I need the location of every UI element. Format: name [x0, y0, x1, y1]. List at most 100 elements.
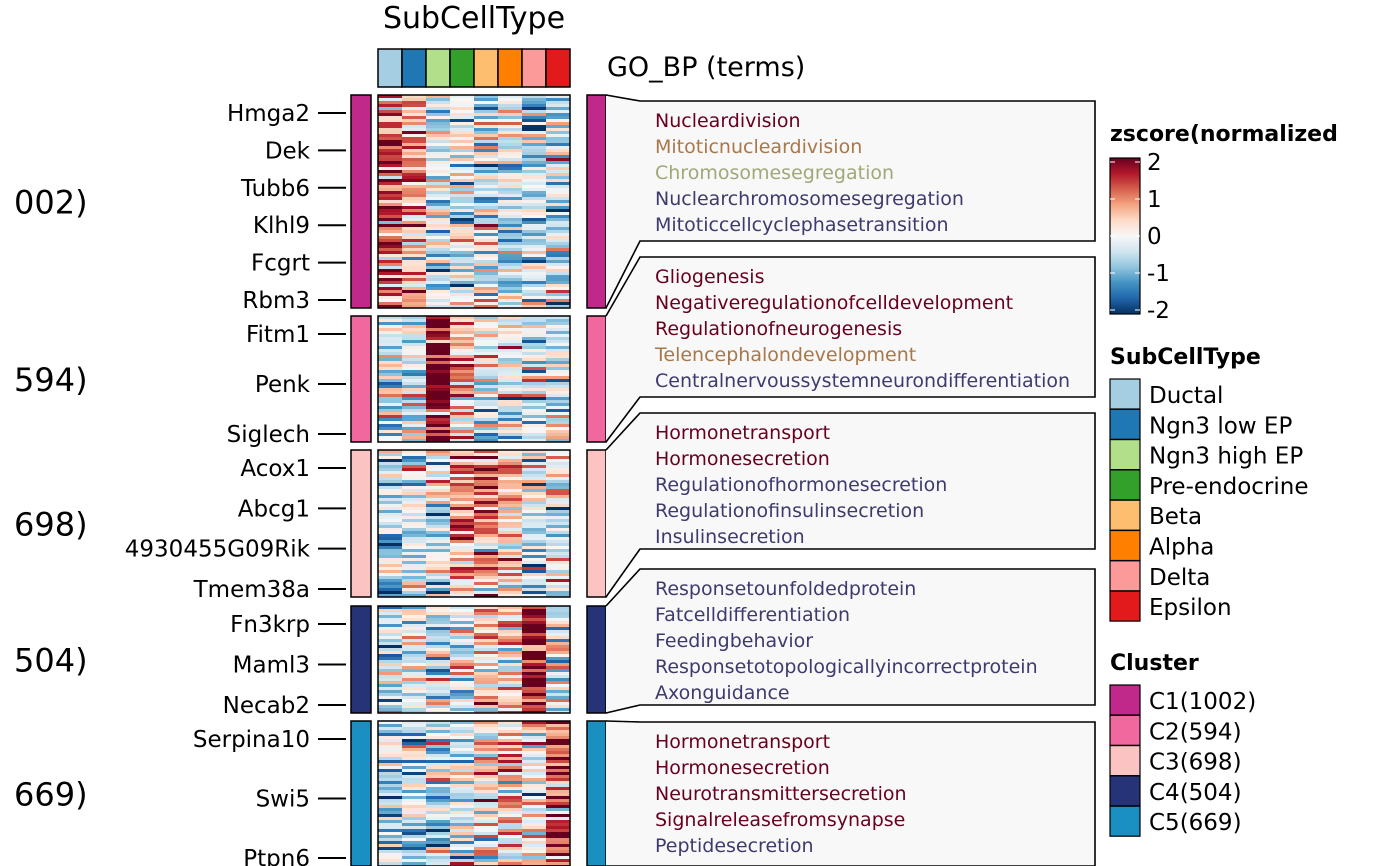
heatmap-cell	[378, 167, 403, 171]
heatmap-cell	[546, 122, 571, 126]
heatmap-cell	[498, 221, 523, 225]
heatmap-cell	[402, 412, 427, 416]
heatmap-cell	[450, 690, 475, 694]
heatmap-cell	[546, 340, 571, 344]
heatmap-cell	[498, 531, 523, 535]
heatmap-cell	[546, 358, 571, 362]
heatmap-cell	[522, 817, 547, 821]
heatmap-cell	[498, 841, 523, 845]
heatmap-cell	[426, 537, 451, 541]
heatmap-cell	[402, 427, 427, 431]
heatmap-cell	[402, 618, 427, 622]
cluster-row-label-1: 002)	[14, 184, 88, 222]
heatmap-cell	[402, 361, 427, 365]
heatmap-cell	[378, 373, 403, 377]
heatmap-cell	[450, 379, 475, 383]
heatmap-cell	[522, 209, 547, 213]
heatmap-cell	[546, 823, 571, 827]
heatmap-cell	[546, 531, 571, 535]
heatmap-cell	[426, 471, 451, 475]
heatmap-cell	[450, 221, 475, 225]
heatmap-cell	[546, 355, 571, 359]
heatmap-cell	[450, 636, 475, 640]
heatmap-cell	[378, 269, 403, 273]
heatmap-cell	[426, 820, 451, 824]
heatmap-cell	[546, 164, 571, 168]
cluster-bar-right-5	[586, 720, 607, 866]
heatmap-cell	[498, 257, 523, 261]
heatmap-cell	[546, 459, 571, 463]
go-term-text: Chromosomesegregation	[655, 162, 894, 184]
heatmap-cell	[402, 543, 427, 547]
heatmap-cell	[498, 823, 523, 827]
heatmap-cell	[450, 439, 475, 442]
heatmap-cell	[474, 639, 499, 643]
heatmap-cell	[522, 188, 547, 192]
heatmap-cell	[498, 778, 523, 782]
heatmap-cell	[474, 519, 499, 523]
heatmap-cell	[498, 185, 523, 189]
heatmap-cell	[450, 787, 475, 791]
heatmap-cell	[498, 546, 523, 550]
heatmap-cell	[498, 453, 523, 457]
heatmap-cell	[474, 537, 499, 541]
heatmap-cell	[546, 681, 571, 685]
heatmap-cell	[498, 465, 523, 469]
cluster-bar-right-4	[586, 605, 607, 714]
heatmap-cell	[522, 427, 547, 431]
heatmap-cell	[426, 361, 451, 365]
heatmap-cell	[402, 334, 427, 338]
colorbar-tick-label: -1	[1147, 261, 1170, 287]
heatmap-cell	[546, 675, 571, 679]
heatmap-cell	[426, 98, 451, 102]
heatmap-cell	[474, 355, 499, 359]
heatmap-cell	[378, 331, 403, 335]
heatmap-cell	[474, 799, 499, 803]
heatmap-cell	[450, 194, 475, 198]
heatmap-cell	[378, 182, 403, 186]
heatmap-cell	[498, 793, 523, 797]
heatmap-cell	[546, 525, 571, 529]
heatmap-cell	[378, 684, 403, 688]
heatmap-cell	[426, 167, 451, 171]
heatmap-cell	[474, 585, 499, 589]
heatmap-cell	[378, 835, 403, 839]
heatmap-cell	[498, 331, 523, 335]
heatmap-cell	[426, 522, 451, 526]
heatmap-cell	[378, 296, 403, 300]
heatmap-cell	[546, 450, 571, 454]
heatmap-cell	[402, 495, 427, 499]
heatmap-cell	[498, 799, 523, 803]
heatmap-cell	[522, 486, 547, 490]
heatmap-cell	[498, 504, 523, 508]
heatmap-cell	[546, 251, 571, 255]
heatmap-cell	[546, 708, 571, 712]
heatmap-cell	[378, 573, 403, 577]
heatmap-cell	[402, 242, 427, 246]
heatmap-cell	[378, 266, 403, 270]
heatmap-cell	[378, 215, 403, 219]
heatmap-cell	[498, 757, 523, 761]
heatmap-cell	[474, 260, 499, 264]
heatmap-cell	[474, 534, 499, 538]
heatmap-cell	[474, 835, 499, 839]
heatmap-cell	[426, 433, 451, 437]
heatmap-cell	[378, 474, 403, 478]
heatmap-cell	[522, 98, 547, 102]
heatmap-cell	[546, 558, 571, 562]
heatmap-cell	[498, 769, 523, 773]
heatmap-cell	[378, 739, 403, 743]
heatmap-cell	[522, 847, 547, 851]
heatmap-block-border-2	[377, 315, 571, 443]
heatmap-cell	[450, 784, 475, 788]
heatmap-cell	[498, 113, 523, 117]
go-term-text: Nuclearchromosomesegregation	[655, 188, 964, 210]
gene-label-tubb6: Tubb6	[240, 176, 310, 202]
heatmap-cell	[522, 110, 547, 114]
heatmap-cell	[522, 582, 547, 586]
heatmap-cell	[378, 612, 403, 616]
heatmap-cell	[450, 769, 475, 773]
heatmap-cell	[450, 486, 475, 490]
heatmap-cell	[546, 733, 571, 737]
heatmap-cell	[474, 209, 499, 213]
